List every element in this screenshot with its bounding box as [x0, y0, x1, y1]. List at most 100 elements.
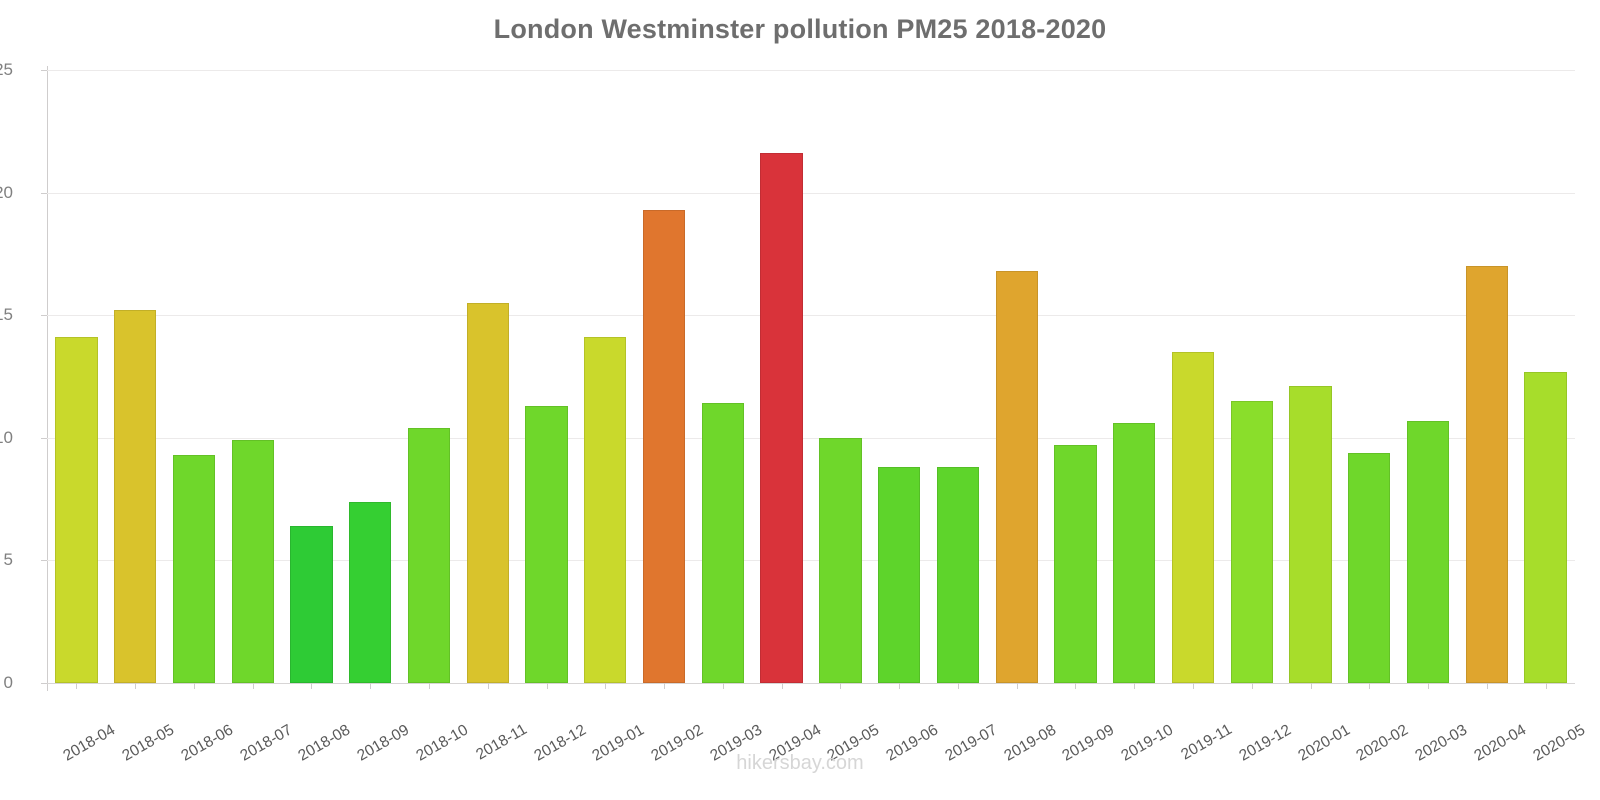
x-tick-mark	[1193, 683, 1194, 689]
bar[interactable]	[525, 405, 568, 683]
bar-slot[interactable]	[752, 70, 811, 683]
bar-slot[interactable]	[106, 70, 165, 683]
y-tick-mark	[41, 192, 47, 194]
bar[interactable]	[1230, 401, 1273, 683]
bar-slot[interactable]	[458, 70, 517, 683]
bar-slot[interactable]	[693, 70, 752, 683]
x-tick-mark	[1075, 683, 1077, 689]
bar[interactable]	[172, 454, 216, 683]
bar-slot[interactable]	[223, 70, 282, 683]
bar[interactable]	[995, 271, 1038, 683]
bar-slot[interactable]	[635, 70, 694, 683]
x-tick-mark	[193, 683, 195, 689]
x-tick-mark	[1251, 683, 1253, 689]
x-tick-mark	[370, 683, 372, 689]
bar[interactable]	[1524, 371, 1567, 683]
x-tick-mark	[1428, 683, 1430, 689]
bar-slot[interactable]	[870, 70, 929, 683]
y-tick-mark	[41, 683, 47, 684]
x-tick-mark	[605, 683, 607, 689]
bar[interactable]	[819, 437, 862, 683]
bar-slot[interactable]	[47, 70, 106, 683]
x-tick-mark	[311, 683, 313, 689]
bar-slot[interactable]	[1516, 70, 1575, 683]
bar[interactable]	[701, 403, 744, 683]
bar-slot[interactable]	[1105, 70, 1164, 683]
x-tick-mark	[1016, 683, 1018, 689]
x-tick-mark	[135, 683, 137, 689]
bar[interactable]	[231, 440, 274, 683]
bar[interactable]	[642, 209, 686, 683]
plot-area: 0 5 10 15 20 25	[0, 60, 1575, 692]
gridline	[47, 192, 1575, 194]
bar[interactable]	[584, 337, 627, 683]
x-tick-mark	[1545, 683, 1547, 689]
x-tick-mark	[487, 683, 489, 689]
bar[interactable]	[1465, 266, 1508, 683]
x-tick-mark	[252, 683, 254, 689]
x-tick-mark	[1134, 683, 1136, 689]
y-tick-label: 5	[3, 550, 13, 570]
gridline	[47, 683, 1575, 684]
x-tick-mark	[1486, 683, 1488, 689]
bar[interactable]	[113, 310, 157, 683]
bar-slot[interactable]	[517, 70, 576, 683]
bar[interactable]	[936, 467, 980, 683]
bar[interactable]	[290, 526, 333, 683]
bar[interactable]	[1113, 423, 1156, 683]
bar[interactable]	[1054, 445, 1097, 683]
x-axis-labels: 2018-04 2018-05 2018-06 2018-07 2018-08 2018-…	[47, 683, 1588, 765]
bar[interactable]	[1348, 452, 1391, 683]
bar[interactable]	[1289, 386, 1332, 683]
x-tick-mark	[546, 683, 548, 689]
y-tick-mark	[41, 70, 47, 71]
x-tick-mark	[957, 683, 959, 689]
x-label-wrap: 2020-05	[1530, 693, 1600, 764]
bar-slot[interactable]	[282, 70, 341, 683]
x-tick-mark	[781, 683, 783, 689]
gridline	[47, 560, 1575, 562]
y-tick-mark	[41, 437, 47, 439]
bar[interactable]	[1171, 351, 1215, 683]
bar-slot[interactable]	[1340, 70, 1399, 683]
y-tick-label: 20	[0, 182, 13, 202]
bar-slot[interactable]	[1281, 70, 1340, 683]
bar-slot[interactable]	[1046, 70, 1105, 683]
bar-slot[interactable]	[1457, 70, 1516, 683]
bar[interactable]	[1406, 420, 1450, 683]
bar[interactable]	[55, 337, 98, 683]
bar-slot[interactable]	[1222, 70, 1281, 683]
bar[interactable]	[877, 467, 921, 683]
bar[interactable]	[760, 153, 803, 683]
gridline	[47, 70, 1575, 71]
bar-slot[interactable]	[165, 70, 224, 683]
y-tick-mark	[41, 560, 47, 562]
bar-slot[interactable]	[1164, 70, 1223, 683]
x-tick-mark	[1369, 683, 1371, 689]
x-tick-mark	[899, 683, 901, 689]
y-tick-mark	[41, 315, 47, 317]
x-tick-mark	[429, 683, 430, 689]
y-tick-label: 10	[0, 427, 13, 447]
x-tick-mark	[1310, 683, 1312, 689]
bar-slot[interactable]	[929, 70, 988, 683]
bar-slot[interactable]	[811, 70, 870, 683]
gridline	[47, 437, 1575, 439]
y-axis-line	[47, 66, 48, 691]
y-tick-label: 15	[0, 305, 13, 325]
gridline	[47, 315, 1575, 317]
bar-slot[interactable]	[341, 70, 400, 683]
bar[interactable]	[466, 302, 509, 683]
bar-slot[interactable]	[400, 70, 459, 683]
bar-slot[interactable]	[987, 70, 1046, 683]
footer-credit: hikersbay.com	[736, 752, 864, 774]
bar-series	[47, 70, 1575, 683]
bar-slot[interactable]	[576, 70, 635, 683]
bar-slot[interactable]	[1399, 70, 1458, 683]
bar[interactable]	[407, 428, 451, 683]
y-tick-label: 25	[0, 60, 13, 79]
bar[interactable]	[349, 501, 392, 683]
x-tick-mark	[722, 683, 724, 689]
x-tick-mark	[76, 683, 78, 689]
